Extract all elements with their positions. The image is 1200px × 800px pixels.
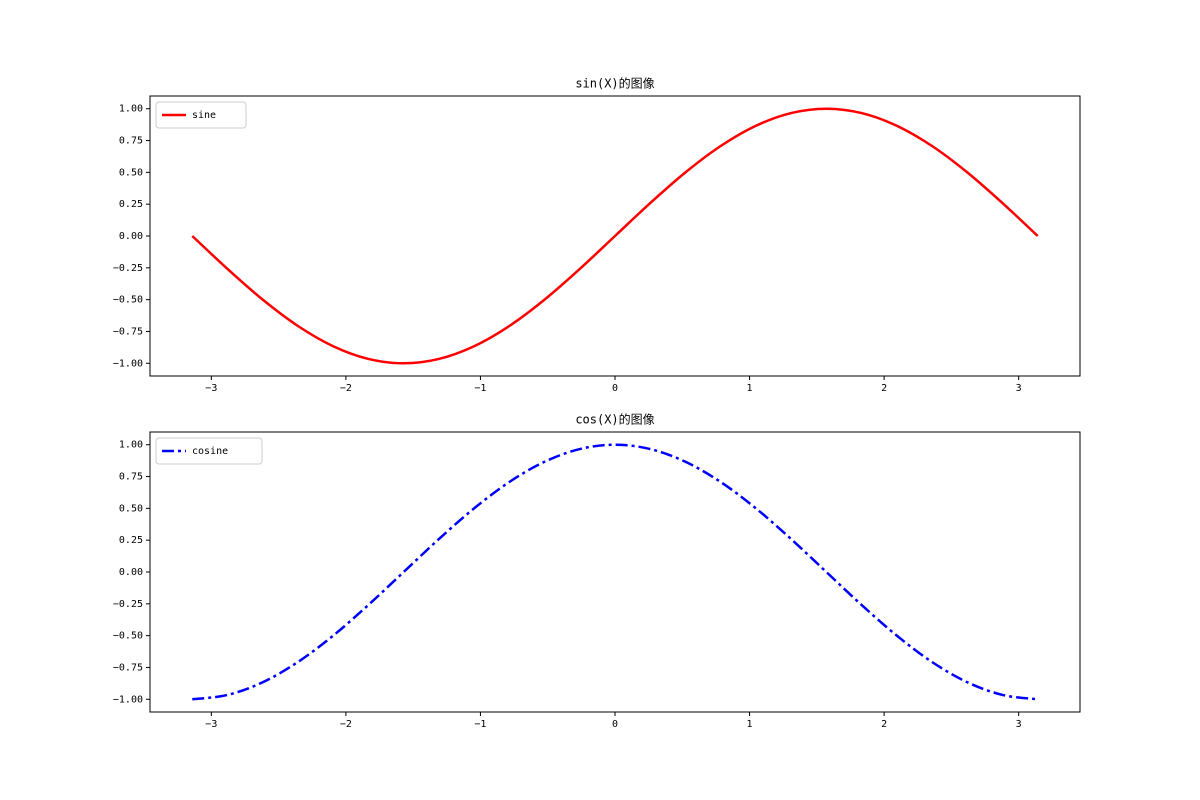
y-tick-label: 0.25 [119,199,143,210]
x-tick-label: −2 [340,383,352,394]
y-tick-label: −0.75 [113,662,143,673]
x-tick-label: −2 [340,719,352,730]
data-line [192,443,1038,701]
y-tick-label: −0.25 [113,599,143,610]
y-tick-label: 0.50 [119,503,143,514]
y-tick-label: −1.00 [113,358,143,369]
x-tick-label: −1 [474,719,486,730]
x-tick-label: −3 [205,719,217,730]
x-tick-label: 3 [1016,383,1022,394]
y-tick-label: −0.50 [113,295,143,306]
x-tick-label: 0 [612,719,618,730]
y-tick-label: 0.50 [119,167,143,178]
y-tick-label: 1.00 [119,440,143,451]
x-tick-label: −3 [205,383,217,394]
x-tick-label: −1 [474,383,486,394]
legend-box [155,101,247,129]
y-tick-label: 0.00 [119,231,143,242]
y-tick-label: 0.75 [119,136,143,147]
data-line [191,107,1039,365]
legend-label: sine [192,110,216,121]
x-tick-label: 0 [612,383,618,394]
axes-frame [149,431,1081,713]
chart-title: sin(X)的图像 [575,76,654,91]
axes-frame [149,95,1081,377]
y-tick-label: 1.00 [119,104,143,115]
x-tick-label: 1 [747,383,753,394]
y-tick-label: 0.25 [119,535,143,546]
x-tick-label: 2 [881,719,887,730]
legend-box [155,437,263,465]
y-tick-label: −0.50 [113,631,143,642]
chart-title: cos(X)的图像 [575,412,654,427]
y-tick-label: 0.00 [119,567,143,578]
x-tick-label: 3 [1016,719,1022,730]
x-tick-label: 1 [747,719,753,730]
x-tick-label: 2 [881,383,887,394]
y-tick-label: 0.75 [119,472,143,483]
y-tick-label: −0.75 [113,326,143,337]
y-tick-label: −1.00 [113,694,143,705]
legend-label: cosine [192,446,228,457]
y-tick-label: −0.25 [113,263,143,274]
